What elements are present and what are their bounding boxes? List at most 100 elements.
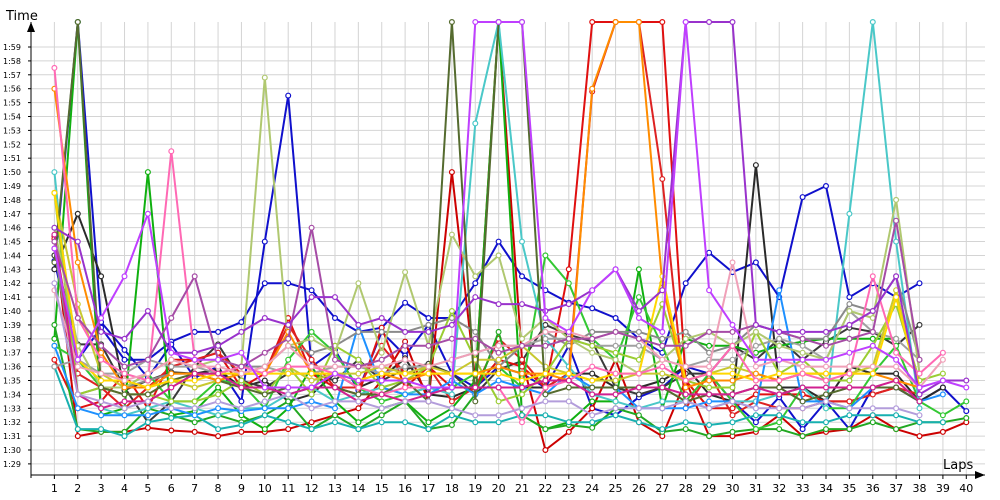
data-point (495, 377, 502, 384)
data-point (706, 433, 713, 440)
data-point (191, 273, 198, 280)
series-line (53, 324, 967, 438)
data-point (518, 391, 525, 398)
data-point (378, 377, 385, 384)
data-point (752, 405, 759, 412)
data-point (589, 370, 596, 377)
data-point (799, 363, 806, 370)
data-point (98, 405, 105, 412)
data-point (472, 335, 479, 342)
y-tick-label: 1:48 (3, 196, 21, 205)
data-point (518, 238, 525, 245)
data-point (191, 412, 198, 419)
x-tick-label: 18 (445, 482, 459, 495)
y-tick-label: 1:57 (3, 71, 21, 80)
data-point (589, 398, 596, 405)
data-point (822, 405, 829, 412)
data-point (822, 377, 829, 384)
data-point (893, 384, 900, 391)
data-point (308, 294, 315, 301)
data-point (355, 419, 362, 426)
data-point (261, 377, 268, 384)
data-point (238, 363, 245, 370)
data-point (495, 398, 502, 405)
data-point (191, 398, 198, 405)
data-point (799, 194, 806, 201)
data-point (74, 426, 81, 433)
data-point (589, 349, 596, 356)
data-point (238, 428, 245, 435)
y-tick-label: 1:56 (3, 85, 21, 94)
data-point (144, 391, 151, 398)
data-point (121, 370, 128, 377)
series-line (53, 76, 921, 389)
data-point (191, 349, 198, 356)
data-point (261, 426, 268, 433)
data-point (121, 346, 128, 353)
data-point (729, 398, 736, 405)
data-point (939, 412, 946, 419)
data-point (285, 426, 292, 433)
data-point (144, 424, 151, 431)
data-point (869, 384, 876, 391)
x-tick-label: 7 (191, 482, 198, 495)
data-point (402, 377, 409, 384)
data-point (612, 391, 619, 398)
data-point (565, 280, 572, 287)
data-point (869, 370, 876, 377)
data-point (893, 356, 900, 363)
y-tick-label: 1:32 (3, 418, 21, 427)
data-point (472, 294, 479, 301)
data-point (215, 377, 222, 384)
data-point (215, 426, 222, 433)
data-point (355, 398, 362, 405)
data-point (846, 412, 853, 419)
data-point (425, 384, 432, 391)
data-point (916, 356, 923, 363)
x-tick-label: 34 (819, 482, 833, 495)
y-axis-title: Time (5, 9, 38, 24)
data-point (378, 405, 385, 412)
data-point (402, 391, 409, 398)
data-point (332, 377, 339, 384)
data-point (238, 422, 245, 429)
data-point (846, 349, 853, 356)
data-point (121, 335, 128, 342)
data-point (752, 384, 759, 391)
data-point (799, 356, 806, 363)
data-point (706, 19, 713, 26)
data-point (98, 342, 105, 349)
data-point (776, 391, 783, 398)
data-point (916, 419, 923, 426)
data-point (635, 405, 642, 412)
data-point (846, 335, 853, 342)
data-point (121, 405, 128, 412)
series (51, 19, 970, 454)
data-point (822, 183, 829, 190)
data-point (332, 363, 339, 370)
x-tick-label: 14 (351, 482, 365, 495)
data-point (916, 412, 923, 419)
data-point (869, 412, 876, 419)
data-point (893, 294, 900, 301)
data-point (752, 356, 759, 363)
data-point (448, 19, 455, 26)
data-point (144, 370, 151, 377)
data-point (729, 428, 736, 435)
data-point (285, 398, 292, 405)
data-point (308, 391, 315, 398)
data-point (682, 335, 689, 342)
data-point (659, 335, 666, 342)
data-point (51, 64, 58, 71)
data-point (589, 287, 596, 294)
data-point (51, 169, 58, 176)
data-point (355, 405, 362, 412)
y-tick-label: 1:46 (3, 224, 21, 233)
data-point (355, 426, 362, 433)
data-point (168, 384, 175, 391)
series-line (53, 192, 921, 389)
data-point (542, 315, 549, 322)
data-point (729, 370, 736, 377)
data-point (285, 321, 292, 328)
data-point (332, 405, 339, 412)
